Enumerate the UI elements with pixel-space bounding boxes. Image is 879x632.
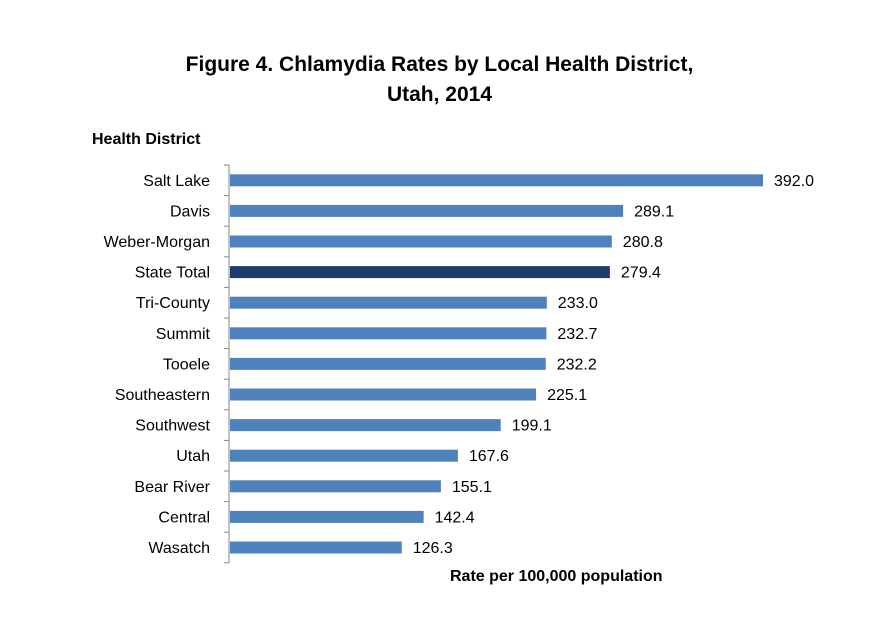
bar-wasatch xyxy=(230,541,402,554)
value-label: 232.7 xyxy=(557,326,597,343)
category-label: Salt Lake xyxy=(143,173,210,190)
value-label: 233.0 xyxy=(558,295,598,312)
value-label: 199.1 xyxy=(512,418,552,435)
category-label: Wasatch xyxy=(148,540,210,557)
category-label: Davis xyxy=(170,203,210,220)
category-label: Utah xyxy=(176,448,210,465)
category-label: Central xyxy=(158,509,210,526)
bar-utah xyxy=(230,449,458,462)
value-label: 280.8 xyxy=(623,234,663,251)
category-label: State Total xyxy=(135,265,210,282)
chart-title-line-1: Figure 4. Chlamydia Rates by Local Healt… xyxy=(185,53,694,76)
bar-salt-lake xyxy=(230,174,763,187)
value-label: 155.1 xyxy=(452,479,492,496)
category-label: Southeastern xyxy=(115,387,210,404)
value-label: 232.2 xyxy=(557,356,597,373)
value-label: 392.0 xyxy=(774,173,814,190)
value-label: 289.1 xyxy=(634,203,674,220)
category-label: Tri-County xyxy=(136,295,210,312)
value-label: 167.6 xyxy=(469,448,509,465)
bar-southwest xyxy=(230,419,501,432)
y-axis xyxy=(224,164,230,564)
bar-southeastern xyxy=(230,388,537,401)
value-label: 225.1 xyxy=(547,387,587,404)
category-label: Southwest xyxy=(135,418,210,435)
bar-summit xyxy=(230,327,547,340)
y-axis-title: Health District xyxy=(92,131,201,148)
bar-state-total xyxy=(230,266,610,279)
chart-title-line-2: Utah, 2014 xyxy=(386,83,493,106)
bars-layer xyxy=(230,174,763,554)
value-label: 279.4 xyxy=(621,265,661,282)
category-label: Summit xyxy=(156,326,211,343)
bar-central xyxy=(230,510,424,523)
bar-weber-morgan xyxy=(230,235,612,248)
category-label: Bear River xyxy=(134,479,210,496)
bar-tooele xyxy=(230,357,546,370)
value-label: 142.4 xyxy=(435,509,475,526)
bar-bear-river xyxy=(230,480,441,493)
x-axis-title: Rate per 100,000 population xyxy=(450,568,663,585)
bar-davis xyxy=(230,204,624,217)
category-label: Tooele xyxy=(163,356,210,373)
labels-layer: Salt Lake 392.0 Davis 289.1 Weber-Morgan 280.… xyxy=(104,173,815,557)
category-label: Weber-Morgan xyxy=(104,234,210,251)
value-label: 126.3 xyxy=(413,540,453,557)
bar-tri-county xyxy=(230,296,547,309)
chart-title: Figure 4. Chlamydia Rates by Local Healt… xyxy=(0,50,879,110)
